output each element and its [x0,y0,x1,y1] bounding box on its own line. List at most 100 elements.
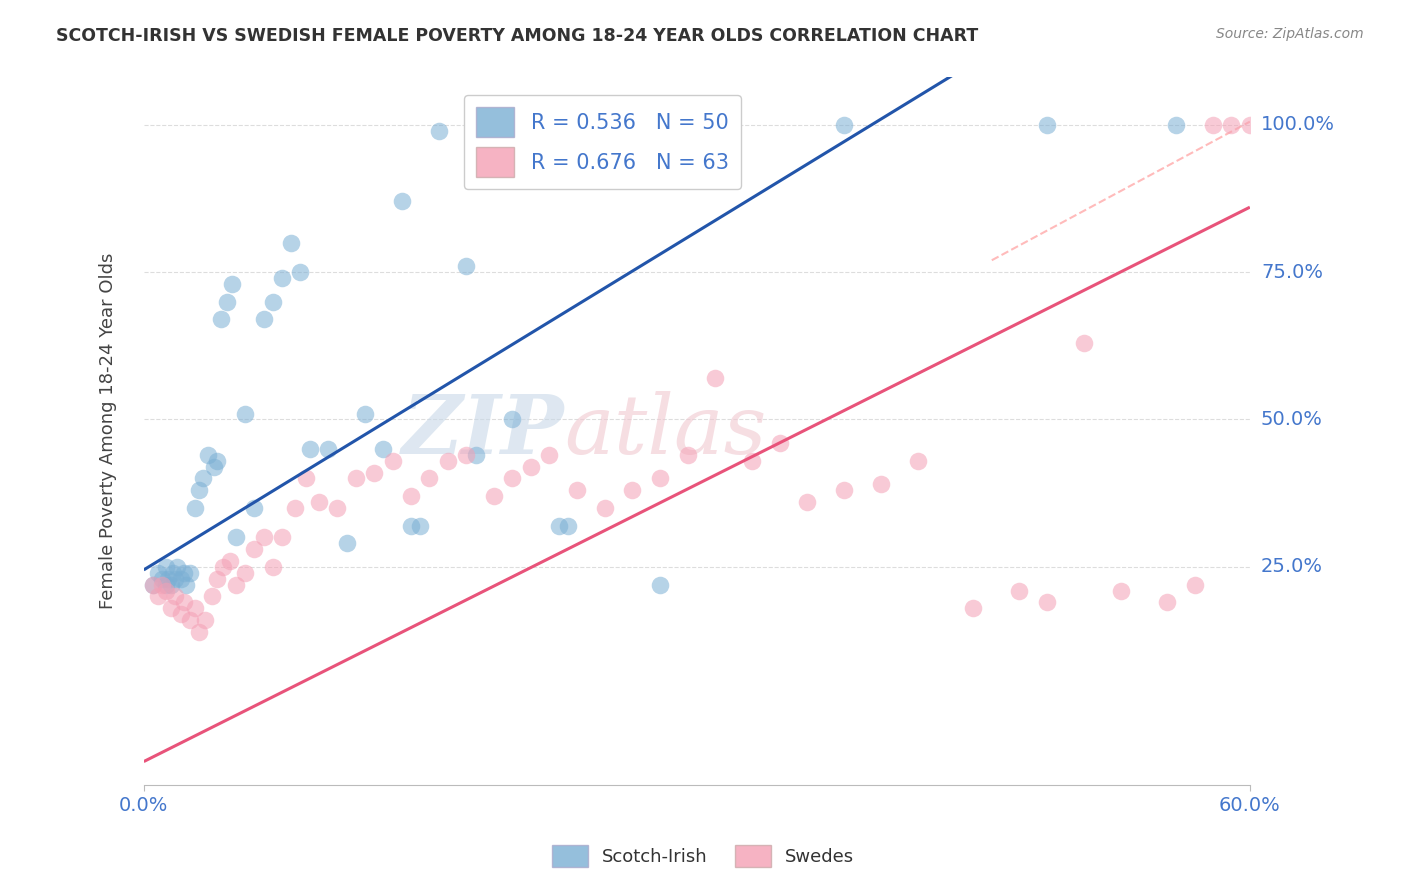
Legend: R = 0.536   N = 50, R = 0.676   N = 63: R = 0.536 N = 50, R = 0.676 N = 63 [464,95,741,189]
Point [363,466,385,480]
Point [482,489,505,503]
Point [1156,595,1178,609]
Text: Source: ZipAtlas.com: Source: ZipAtlas.com [1216,27,1364,41]
Point [188,624,211,639]
Point [796,495,818,509]
Point [538,448,561,462]
Point [280,235,302,250]
Point [704,371,727,385]
Point [418,471,440,485]
Point [188,483,211,498]
Point [501,471,523,485]
Point [148,566,170,580]
Point [769,436,792,450]
Point [148,590,170,604]
Point [547,518,569,533]
Point [160,577,183,591]
Point [194,613,217,627]
Text: 50.0%: 50.0% [1261,410,1323,429]
Point [1202,118,1225,132]
Point [1257,265,1279,279]
Point [399,489,422,503]
Point [179,613,201,627]
Point [381,454,404,468]
Point [298,442,321,456]
Point [184,601,207,615]
Point [160,601,183,615]
Point [219,554,242,568]
Point [155,583,177,598]
Point [373,442,395,456]
Point [262,560,284,574]
Point [501,412,523,426]
Text: ZIP: ZIP [402,392,564,471]
Point [676,448,699,462]
Point [409,518,432,533]
Point [1275,118,1298,132]
Point [162,566,184,580]
Point [142,577,165,591]
Point [197,448,219,462]
Point [1166,118,1188,132]
Point [166,560,188,574]
Point [262,294,284,309]
Text: 75.0%: 75.0% [1261,262,1323,282]
Point [354,407,377,421]
Point [741,454,763,468]
Text: 100.0%: 100.0% [1261,115,1334,134]
Point [648,577,671,591]
Point [565,483,588,498]
Point [344,471,367,485]
Point [150,572,173,586]
Point [295,471,318,485]
Point [215,294,238,309]
Point [155,560,177,574]
Point [155,577,177,591]
Point [1312,660,1334,674]
Point [225,577,247,591]
Legend: Scotch-Irish, Swedes: Scotch-Irish, Swedes [544,838,862,874]
Point [271,271,294,285]
Point [1036,595,1059,609]
Point [202,459,225,474]
Point [326,500,349,515]
Point [179,566,201,580]
Point [1109,583,1132,598]
Point [1220,118,1243,132]
Point [1239,118,1261,132]
Point [243,500,266,515]
Text: atlas: atlas [564,392,766,471]
Point [391,194,413,209]
Point [209,312,232,326]
Y-axis label: Female Poverty Among 18-24 Year Olds: Female Poverty Among 18-24 Year Olds [100,253,117,609]
Point [870,477,893,491]
Point [456,448,478,462]
Point [169,572,191,586]
Point [1184,577,1206,591]
Point [142,577,165,591]
Point [648,471,671,485]
Point [201,590,224,604]
Point [191,471,214,485]
Point [252,312,274,326]
Point [437,454,460,468]
Point [399,518,422,533]
Point [169,607,191,621]
Point [243,542,266,557]
Point [464,448,486,462]
Text: 25.0%: 25.0% [1261,558,1323,576]
Point [290,265,312,279]
Point [456,259,478,273]
Point [173,566,195,580]
Point [150,577,173,591]
Point [212,560,235,574]
Point [165,590,187,604]
Point [335,536,357,550]
Point [1073,335,1095,350]
Point [165,572,187,586]
Point [271,531,294,545]
Point [316,442,339,456]
Point [832,118,855,132]
Text: SCOTCH-IRISH VS SWEDISH FEMALE POVERTY AMONG 18-24 YEAR OLDS CORRELATION CHART: SCOTCH-IRISH VS SWEDISH FEMALE POVERTY A… [56,27,979,45]
Point [207,454,229,468]
